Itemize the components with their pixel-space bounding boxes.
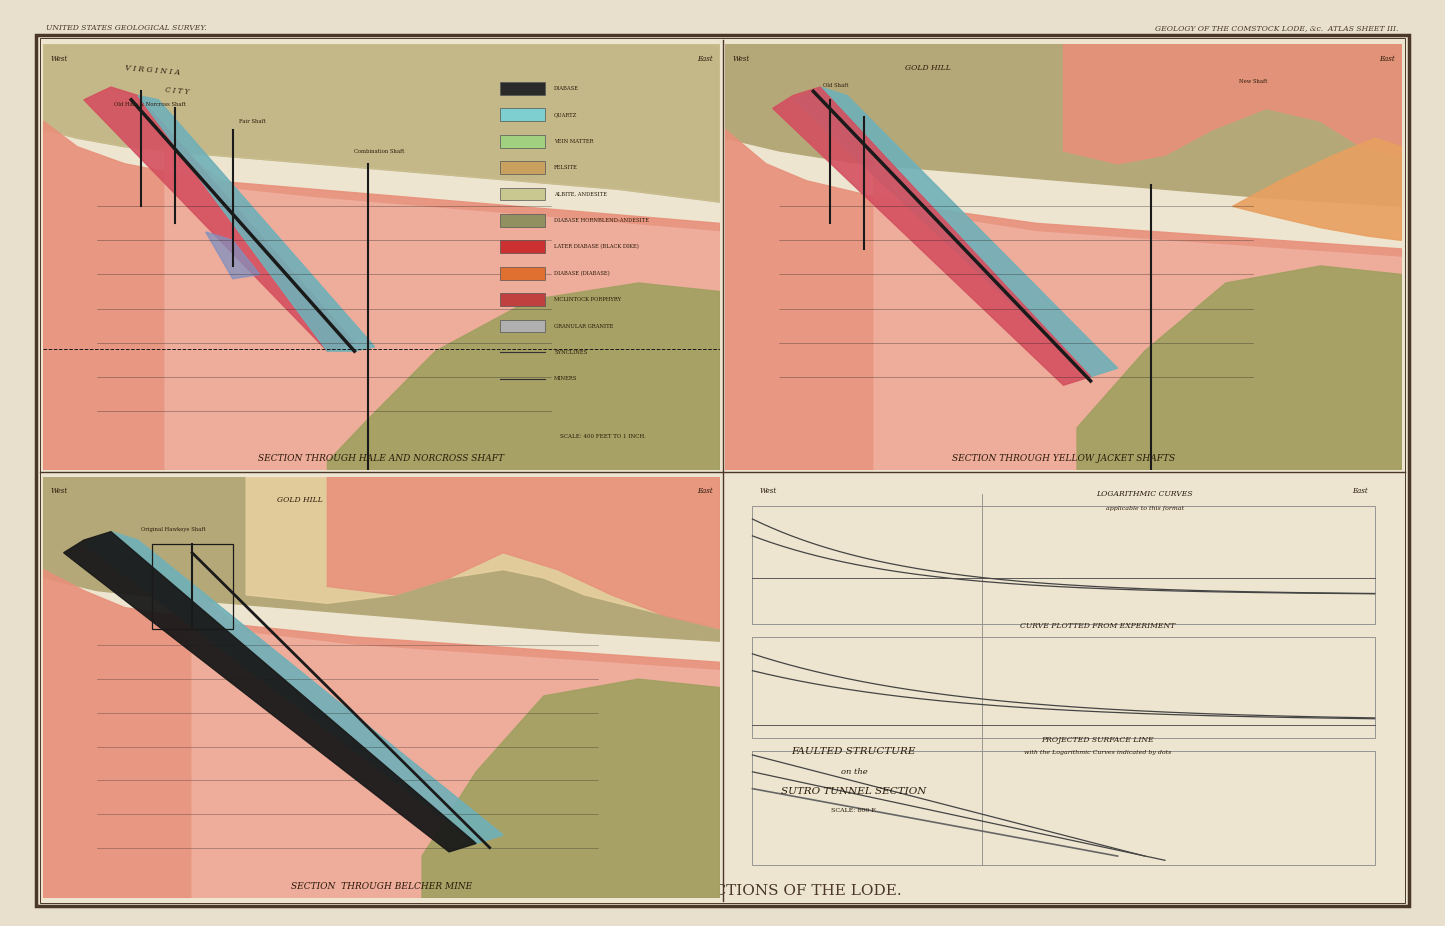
Polygon shape [1077,266,1402,470]
Bar [500,188,545,200]
Bar [753,637,1374,738]
Text: SECTION THROUGH YELLOW JACKET SHAFTS: SECTION THROUGH YELLOW JACKET SHAFTS [952,454,1175,463]
Text: East: East [1353,487,1368,495]
Polygon shape [192,586,720,898]
Polygon shape [139,95,374,351]
Bar [500,108,545,121]
Text: QUARTZ: QUARTZ [553,112,577,118]
Text: GOLD HILL: GOLD HILL [906,64,951,71]
Text: GEOLOGY OF THE COMSTOCK LODE, &c.  ATLAS SHEET III.: GEOLOGY OF THE COMSTOCK LODE, &c. ATLAS … [1156,24,1399,32]
Text: LOGARITHMIC CURVES: LOGARITHMIC CURVES [1097,490,1194,498]
Text: SUTRO TUNNEL SECTION: SUTRO TUNNEL SECTION [782,786,926,795]
Text: V I R G I N I A: V I R G I N I A [124,64,181,76]
Text: ALBITE, ANDESITE: ALBITE, ANDESITE [553,192,607,196]
Polygon shape [43,121,720,470]
Text: LATER DIABASE (BLACK DIKE): LATER DIABASE (BLACK DIKE) [553,244,639,249]
Polygon shape [874,156,1402,470]
Polygon shape [165,138,720,470]
Polygon shape [328,283,720,470]
Text: SCALE: 400 FEET TO 1 INCH.: SCALE: 400 FEET TO 1 INCH. [561,434,646,439]
Text: FELSITE: FELSITE [553,165,578,170]
Text: Fair Shaft: Fair Shaft [240,119,266,124]
Polygon shape [725,130,1402,470]
Bar [500,135,545,147]
Text: Old Hale & Norcross Shaft: Old Hale & Norcross Shaft [114,102,186,106]
Polygon shape [43,44,720,202]
Text: C I T Y: C I T Y [165,86,189,96]
Text: SECTION  THROUGH BELCHER MINE: SECTION THROUGH BELCHER MINE [290,882,473,891]
Text: DIABASE HORNBLEND-ANDESITE: DIABASE HORNBLEND-ANDESITE [553,218,649,223]
Text: MINERS: MINERS [553,376,578,382]
Text: with the Logarithmic Curves indicated by dots: with the Logarithmic Curves indicated by… [1023,750,1170,756]
Polygon shape [246,477,720,629]
Polygon shape [773,87,1091,385]
Bar [500,267,545,280]
Polygon shape [328,477,720,629]
Text: Combination Shaft: Combination Shaft [354,149,405,154]
Polygon shape [84,532,503,844]
Text: DIABASE: DIABASE [553,86,579,91]
Polygon shape [43,569,720,898]
Text: GOLD HILL: GOLD HILL [277,495,324,504]
Bar [500,214,545,227]
Bar [500,161,545,174]
Polygon shape [793,87,1117,377]
Text: MCLINTOCK PORPHYRY: MCLINTOCK PORPHYRY [553,297,621,302]
Text: West: West [733,56,750,63]
Text: VERTICAL CROSS-SECTIONS OF THE LODE.: VERTICAL CROSS-SECTIONS OF THE LODE. [543,884,902,898]
Text: East: East [696,487,712,495]
Text: on the: on the [841,768,867,776]
Polygon shape [725,44,1402,206]
Bar [753,751,1374,865]
Bar [500,294,545,306]
Bar [500,319,545,332]
Text: Original Hawkeye Shaft: Original Hawkeye Shaft [142,528,207,532]
Text: West: West [51,56,68,63]
Text: SECTION THROUGH HALE AND NORCROSS SHAFT: SECTION THROUGH HALE AND NORCROSS SHAFT [259,454,504,463]
Polygon shape [422,679,720,898]
Text: VEIN MATTER: VEIN MATTER [553,139,594,144]
Text: applicable to this format: applicable to this format [1105,506,1183,511]
Bar [500,81,545,94]
Text: West: West [759,487,776,495]
Text: SYNCLINES: SYNCLINES [553,350,587,355]
Text: Old Shaft: Old Shaft [824,82,850,88]
Bar [753,507,1374,624]
Polygon shape [1233,138,1402,241]
Bar [152,544,233,629]
Polygon shape [43,44,720,202]
Text: UNITED STATES GEOLOGICAL SURVEY.: UNITED STATES GEOLOGICAL SURVEY. [46,24,207,32]
Bar [500,241,545,253]
Text: New Shaft: New Shaft [1238,79,1267,83]
Text: FAULTED STRUCTURE: FAULTED STRUCTURE [792,746,916,756]
Text: SCALE: 800 F.: SCALE: 800 F. [831,807,877,813]
Text: GRANULAR GRANITE: GRANULAR GRANITE [553,323,613,329]
Text: West: West [51,487,68,495]
Polygon shape [84,87,354,351]
Polygon shape [64,532,477,852]
Polygon shape [43,477,720,641]
Text: DIABASE (DIABASE): DIABASE (DIABASE) [553,270,610,276]
Text: East: East [1379,56,1394,63]
Text: PROJECTED SURFACE LINE: PROJECTED SURFACE LINE [1040,736,1153,745]
Polygon shape [1064,44,1402,164]
Text: CURVE PLOTTED FROM EXPERIMENT: CURVE PLOTTED FROM EXPERIMENT [1020,622,1175,631]
Text: East: East [696,56,712,63]
Polygon shape [205,232,260,279]
